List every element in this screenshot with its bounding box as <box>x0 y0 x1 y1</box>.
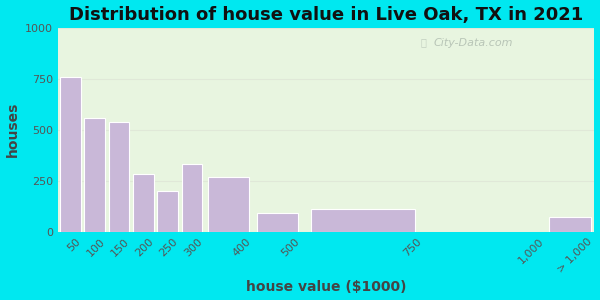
Bar <box>109 122 129 232</box>
Bar <box>311 209 415 232</box>
X-axis label: house value ($1000): house value ($1000) <box>246 280 406 294</box>
Bar <box>182 164 202 232</box>
Bar <box>208 177 250 232</box>
Text: 🌐: 🌐 <box>420 37 426 47</box>
Y-axis label: houses: houses <box>5 102 20 158</box>
Bar <box>157 191 178 232</box>
Bar <box>84 118 105 232</box>
Bar <box>133 174 154 232</box>
Bar <box>550 218 591 232</box>
Text: City-Data.com: City-Data.com <box>434 38 513 48</box>
Bar <box>60 77 80 232</box>
Bar <box>257 213 298 232</box>
Title: Distribution of house value in Live Oak, TX in 2021: Distribution of house value in Live Oak,… <box>69 6 583 24</box>
